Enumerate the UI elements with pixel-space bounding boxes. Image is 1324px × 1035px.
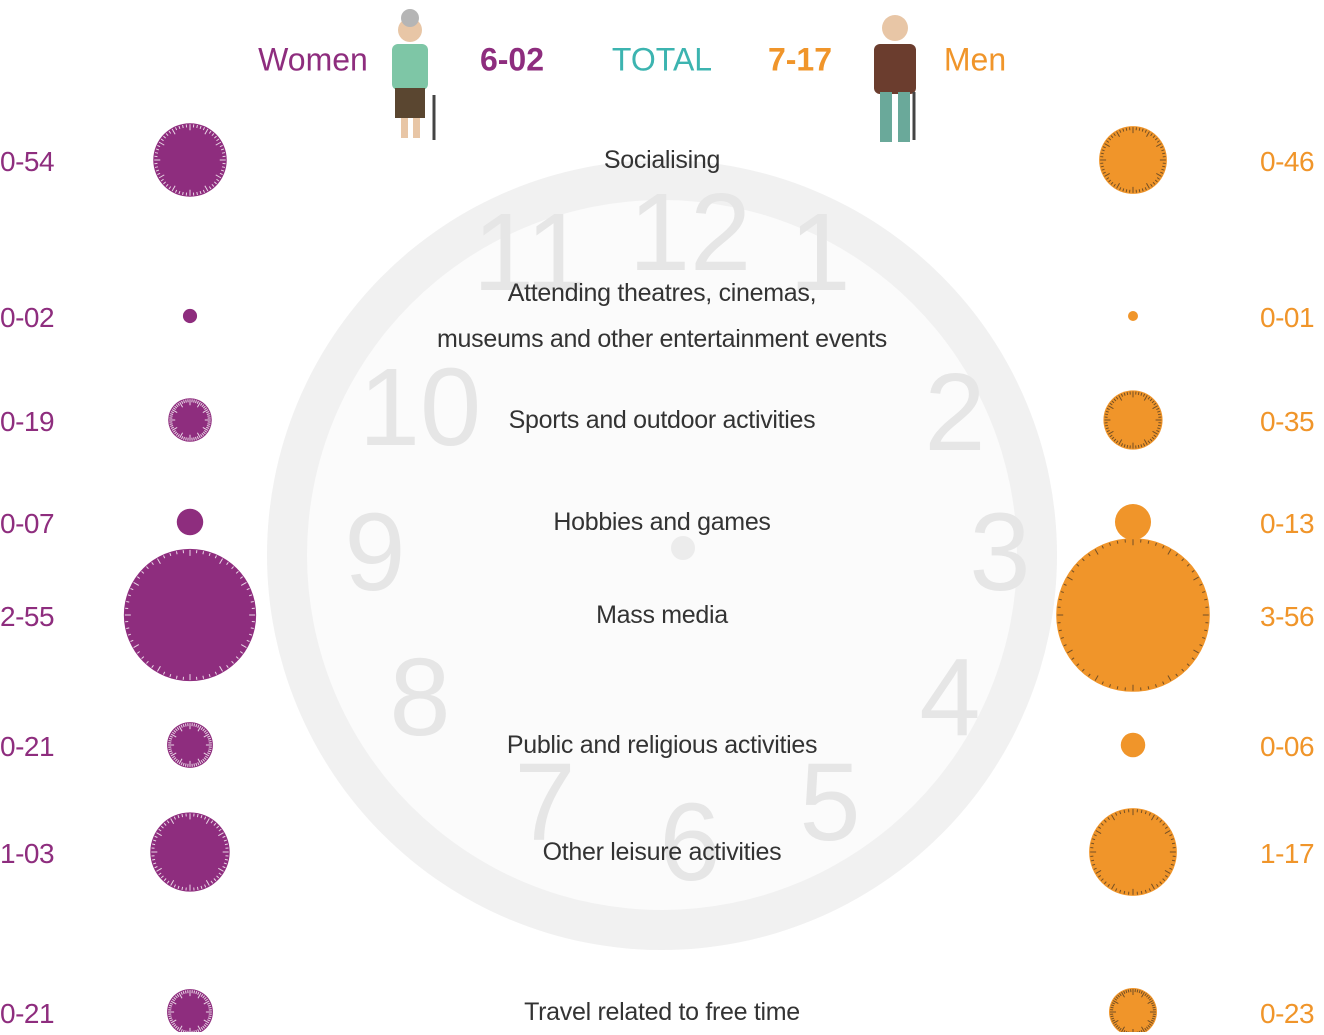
value-label: 0-02 [0, 302, 54, 334]
value-label: 0-46 [1260, 146, 1314, 178]
value-label: 0-01 [1260, 302, 1314, 334]
value-label: 3-56 [1260, 601, 1314, 633]
category-label: Mass media [362, 592, 962, 638]
value-label: 0-06 [1260, 731, 1314, 763]
bubble [1103, 390, 1162, 449]
value-label: 1-17 [1260, 838, 1314, 870]
value-label: 0-21 [0, 998, 54, 1030]
value-label: 0-19 [0, 406, 54, 438]
bubble [153, 123, 226, 196]
total-women: 6-02 [480, 42, 544, 79]
bubble [150, 812, 229, 891]
value-label: 1-03 [0, 838, 54, 870]
bubble [124, 549, 256, 681]
value-label: 0-35 [1260, 406, 1314, 438]
category-label: Attending theatres, cinemas, museums and… [362, 270, 962, 362]
bubble [1128, 311, 1138, 321]
bubble [1099, 126, 1167, 194]
value-label: 0-23 [1260, 998, 1314, 1030]
bubble [1056, 538, 1210, 692]
bubble [1115, 504, 1151, 540]
value-label: 0-07 [0, 508, 54, 540]
value-label: 0-13 [1260, 508, 1314, 540]
bubble [1089, 808, 1177, 896]
category-label: Other leisure activities [362, 829, 962, 875]
legend-women: Women [258, 42, 368, 79]
value-label: 0-54 [0, 146, 54, 178]
bubble [183, 309, 197, 323]
category-label: Travel related to free time [362, 989, 962, 1035]
legend-men: Men [944, 42, 1006, 79]
value-label: 0-21 [0, 731, 54, 763]
category-label: Public and religious activities [362, 722, 962, 768]
value-label: 2-55 [0, 601, 54, 633]
category-label: Hobbies and games [362, 499, 962, 545]
total-title: TOTAL [612, 42, 712, 79]
total-men: 7-17 [768, 42, 832, 79]
bubble [1121, 733, 1145, 757]
bubble [177, 509, 203, 535]
category-label: Socialising [362, 137, 962, 183]
category-label: Sports and outdoor activities [362, 397, 962, 443]
